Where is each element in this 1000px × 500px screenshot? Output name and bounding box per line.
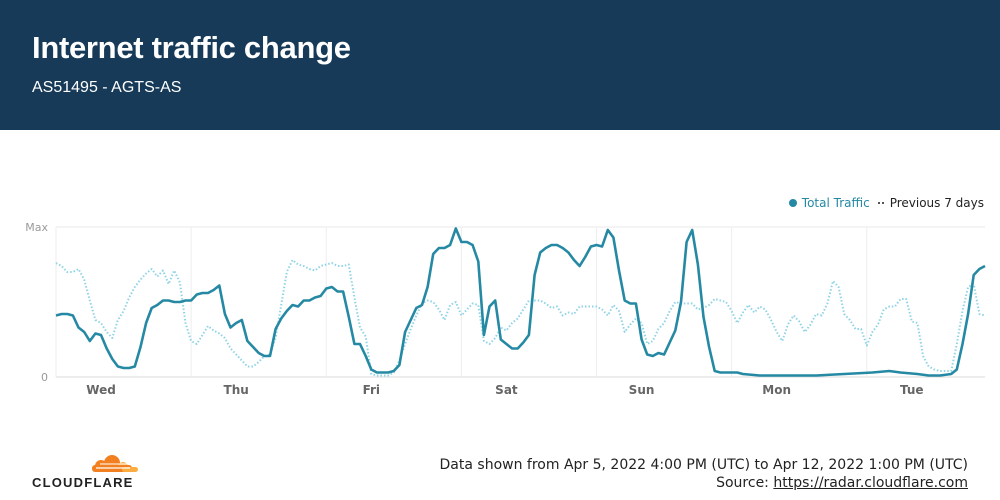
legend-dot-icon	[788, 199, 797, 207]
chart-legend: Total Traffic Previous 7 days	[788, 196, 984, 210]
cloud-icon	[92, 455, 138, 472]
x-tick-label: Sun	[629, 383, 655, 397]
x-tick-label: Mon	[762, 383, 791, 397]
source-line: Source: https://radar.cloudflare.com	[716, 475, 968, 491]
traffic-chart: 0 Max Wed Thu Fri Sat Sun Mon Tue	[25, 221, 986, 397]
logo-wordmark: CLOUDFLARE	[32, 475, 134, 490]
header-banner: Internet traffic change AS51495 - AGTS-A…	[0, 0, 1000, 130]
legend-previous-label: Previous 7 days	[889, 196, 984, 210]
x-tick-label: Wed	[86, 383, 116, 397]
legend-total-label: Total Traffic	[801, 196, 870, 210]
legend-item-previous[interactable]: Previous 7 days	[870, 196, 984, 210]
y-axis-labels: 0 Max	[25, 221, 48, 384]
page-title: Internet traffic change	[32, 30, 351, 65]
source-link[interactable]: https://radar.cloudflare.com	[773, 475, 968, 491]
series-line-previous-7-days	[55, 259, 986, 377]
legend-item-total[interactable]: Total Traffic	[788, 196, 870, 210]
cloudflare-logo[interactable]: CLOUDFLARE	[32, 449, 142, 493]
x-tick-label: Tue	[900, 383, 924, 397]
chart-series	[55, 227, 986, 377]
page-subtitle: AS51495 - AGTS-AS	[32, 79, 182, 96]
chart-grid	[55, 226, 985, 378]
x-axis-labels: Wed Thu Fri Sat Sun Mon Tue	[86, 383, 923, 397]
x-tick-label: Sat	[495, 383, 518, 397]
legend-dotted-line-icon	[877, 202, 884, 204]
y-tick-label: Max	[25, 221, 48, 234]
x-tick-label: Fri	[363, 383, 380, 397]
date-range-text: Data shown from Apr 5, 2022 4:00 PM (UTC…	[439, 457, 968, 473]
y-tick-label: 0	[41, 371, 48, 384]
source-prefix: Source:	[716, 475, 774, 491]
series-line-total-traffic	[55, 227, 986, 377]
x-tick-label: Thu	[224, 383, 249, 397]
